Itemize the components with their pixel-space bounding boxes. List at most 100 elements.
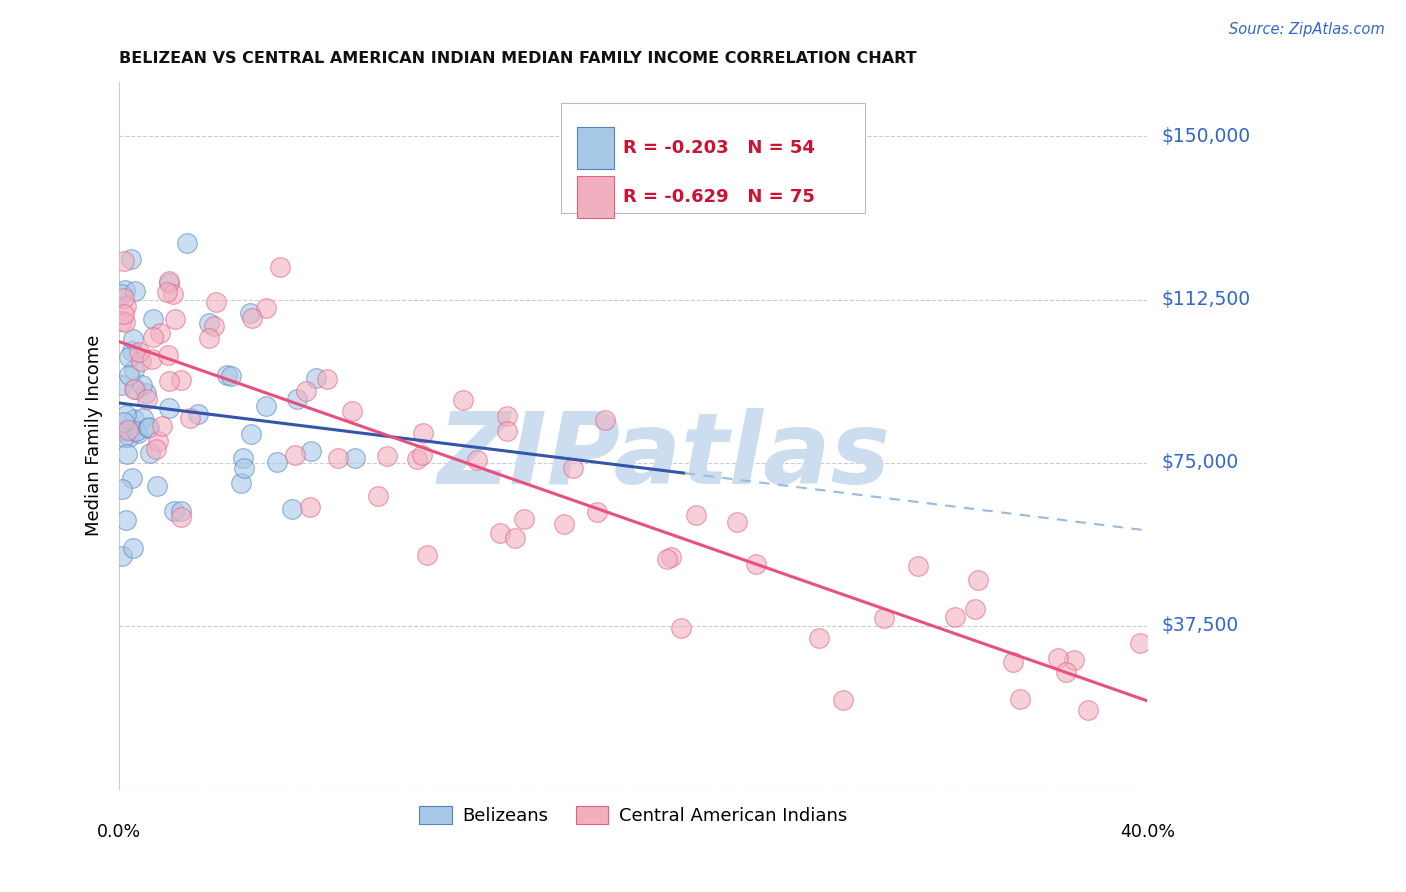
Point bbox=[685, 508, 707, 523]
Point bbox=[1063, 653, 1085, 667]
Point bbox=[965, 602, 987, 616]
Point bbox=[832, 693, 855, 707]
Point bbox=[111, 287, 134, 301]
Point bbox=[659, 550, 682, 565]
Point bbox=[187, 407, 209, 421]
Point bbox=[725, 515, 748, 529]
Point bbox=[808, 631, 831, 645]
Point bbox=[239, 306, 262, 320]
Point bbox=[111, 424, 134, 438]
Point bbox=[406, 451, 429, 466]
Point bbox=[142, 312, 165, 326]
Point bbox=[139, 446, 162, 460]
Point bbox=[122, 541, 145, 555]
Text: 40.0%: 40.0% bbox=[1121, 823, 1175, 841]
Point bbox=[121, 332, 143, 346]
Point bbox=[496, 409, 519, 423]
Point bbox=[111, 314, 134, 328]
Point bbox=[111, 378, 134, 392]
Point bbox=[1054, 665, 1077, 679]
Point bbox=[112, 307, 135, 321]
Point bbox=[131, 377, 153, 392]
Point bbox=[149, 326, 172, 340]
Text: 0.0%: 0.0% bbox=[97, 823, 142, 841]
Point bbox=[136, 421, 159, 435]
Point bbox=[117, 423, 139, 437]
Point bbox=[127, 426, 149, 441]
Point bbox=[305, 371, 328, 385]
Point bbox=[215, 368, 238, 383]
Point bbox=[553, 516, 575, 531]
Point bbox=[114, 299, 136, 313]
Point bbox=[907, 559, 929, 574]
Text: Source: ZipAtlas.com: Source: ZipAtlas.com bbox=[1229, 22, 1385, 37]
Point bbox=[136, 392, 159, 406]
Point bbox=[1129, 636, 1152, 650]
Point bbox=[131, 411, 153, 425]
Point bbox=[112, 254, 135, 268]
Point bbox=[266, 454, 288, 468]
Point bbox=[513, 512, 536, 526]
Point bbox=[489, 526, 512, 541]
Point bbox=[873, 610, 896, 624]
Point bbox=[1046, 651, 1069, 665]
Point bbox=[465, 453, 488, 467]
Point bbox=[495, 425, 517, 439]
Point bbox=[326, 450, 349, 465]
Text: ZIPatlas: ZIPatlas bbox=[437, 408, 891, 505]
Text: BELIZEAN VS CENTRAL AMERICAN INDIAN MEDIAN FAMILY INCOME CORRELATION CHART: BELIZEAN VS CENTRAL AMERICAN INDIAN MEDI… bbox=[120, 51, 917, 66]
Text: $37,500: $37,500 bbox=[1161, 616, 1239, 635]
Point bbox=[219, 368, 242, 383]
Point bbox=[128, 345, 150, 359]
Point bbox=[315, 372, 337, 386]
Point bbox=[142, 330, 165, 344]
Point bbox=[157, 375, 180, 389]
Point bbox=[198, 316, 221, 330]
Point bbox=[112, 415, 135, 429]
Point bbox=[505, 531, 527, 545]
Point bbox=[156, 285, 179, 299]
Point bbox=[157, 401, 180, 415]
Text: R = -0.629   N = 75: R = -0.629 N = 75 bbox=[623, 188, 815, 206]
Point bbox=[943, 610, 966, 624]
Point bbox=[367, 489, 389, 503]
FancyBboxPatch shape bbox=[576, 176, 614, 218]
Point bbox=[340, 404, 363, 418]
Point bbox=[179, 411, 201, 425]
Point bbox=[122, 362, 145, 376]
Point bbox=[117, 368, 139, 383]
Point bbox=[114, 513, 136, 527]
Point bbox=[157, 274, 180, 288]
Legend: Belizeans, Central American Indians: Belizeans, Central American Indians bbox=[412, 798, 855, 832]
Point bbox=[284, 448, 307, 462]
Point bbox=[966, 574, 988, 588]
Point bbox=[148, 434, 170, 448]
Point bbox=[129, 354, 152, 368]
Point bbox=[1002, 656, 1025, 670]
Point bbox=[657, 552, 679, 566]
Point bbox=[411, 448, 433, 462]
Point bbox=[343, 451, 366, 466]
Point bbox=[114, 283, 136, 297]
Point bbox=[135, 385, 157, 400]
Point bbox=[269, 260, 291, 275]
Point bbox=[745, 557, 768, 571]
Point bbox=[124, 383, 146, 397]
Point bbox=[240, 426, 263, 441]
Point bbox=[111, 549, 134, 563]
Y-axis label: Median Family Income: Median Family Income bbox=[86, 334, 103, 536]
Point bbox=[121, 344, 143, 359]
Point bbox=[1077, 703, 1099, 717]
Text: $112,500: $112,500 bbox=[1161, 290, 1250, 309]
Point bbox=[170, 373, 193, 387]
Text: R = -0.203   N = 54: R = -0.203 N = 54 bbox=[623, 139, 815, 157]
Point bbox=[145, 479, 167, 493]
Point bbox=[299, 444, 322, 458]
Point bbox=[205, 295, 228, 310]
Point bbox=[163, 503, 186, 517]
Point bbox=[121, 471, 143, 485]
Point bbox=[141, 351, 163, 366]
Point bbox=[115, 447, 138, 461]
Point bbox=[240, 310, 263, 325]
Point bbox=[170, 504, 193, 518]
